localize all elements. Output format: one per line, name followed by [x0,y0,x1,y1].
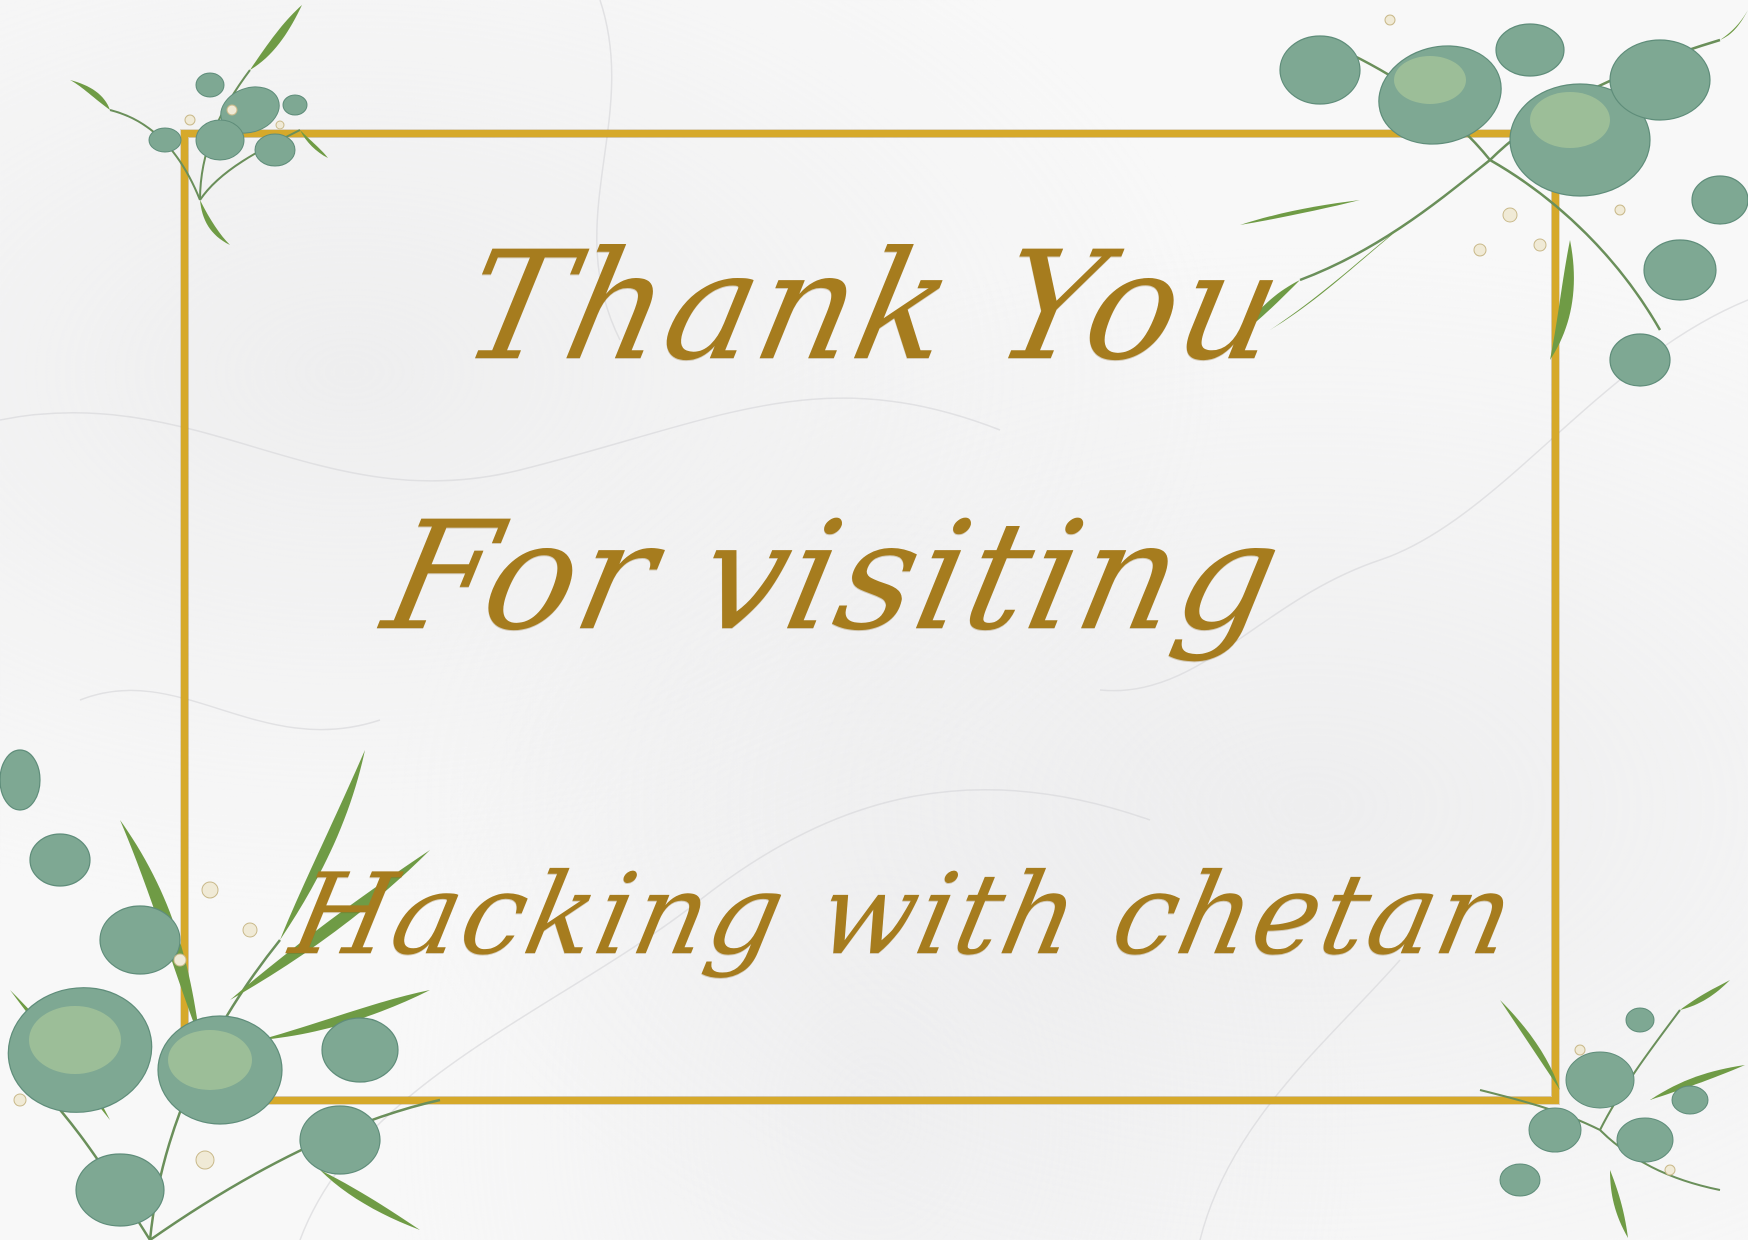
eucalyptus-bottom-left [0,749,441,1240]
eucalyptus-top-right [1240,10,1748,387]
eucalyptus-top-left [70,5,328,245]
eucalyptus-bottom-right [1479,980,1745,1238]
hacking-with-chetan-signature: Hacking with chetan [281,850,1527,980]
gold-frame [181,130,1559,1104]
for-visiting-heading: For visiting [371,490,1297,664]
thank-you-heading: Thank You [449,220,1299,394]
